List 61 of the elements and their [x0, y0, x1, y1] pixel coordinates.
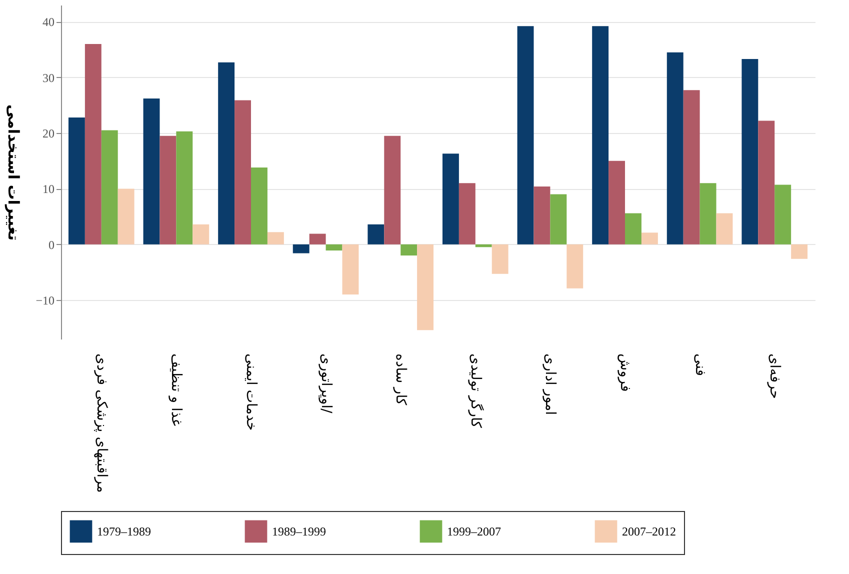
- x-tick-label: فروش: [617, 354, 634, 392]
- bar: [517, 26, 534, 244]
- bar: [592, 26, 609, 244]
- bar: [292, 244, 310, 254]
- bar: [625, 213, 642, 244]
- bar: [309, 234, 326, 244]
- bar: [267, 232, 284, 244]
- bar: [368, 224, 384, 244]
- legend-label: 1979–1989: [97, 524, 151, 538]
- x-tick-label: فنی: [692, 354, 708, 376]
- bar: [342, 244, 359, 294]
- x-tick-label: حرفه‌ای: [766, 354, 783, 399]
- bar: [550, 194, 567, 244]
- y-axis-title: تغییرات استخدامی: [4, 104, 23, 241]
- bar: [700, 183, 716, 244]
- y-tick-label: 30: [42, 70, 54, 85]
- bar: [250, 168, 268, 244]
- bar: [608, 160, 626, 244]
- y-tick-label: 0: [48, 238, 54, 252]
- bar: [475, 244, 492, 248]
- bar: [442, 154, 459, 244]
- bar: [326, 244, 342, 250]
- bar: [118, 188, 134, 244]
- bar: [101, 130, 118, 244]
- bar: [384, 136, 401, 244]
- bar: [758, 120, 775, 244]
- bar: [400, 244, 418, 256]
- bar: [143, 98, 160, 244]
- x-tick-label: کار ساده: [392, 354, 409, 406]
- bar: [417, 244, 434, 330]
- y-tick-label: 10: [42, 182, 54, 196]
- bar: [641, 232, 658, 244]
- bar: [176, 131, 193, 244]
- bar: [234, 100, 251, 244]
- bar: [774, 184, 792, 244]
- legend-label: 2007–2012: [622, 524, 676, 538]
- legend-label: 1989–1999: [272, 524, 326, 538]
- bar: [716, 213, 733, 244]
- bar: [160, 136, 176, 244]
- x-tick-label: خدمات ایمنی: [242, 354, 259, 431]
- bar: [68, 117, 85, 244]
- bar: [192, 224, 210, 244]
- bar: [84, 44, 102, 244]
- bar: [683, 90, 700, 244]
- x-tick-label: اوپراتوری/: [318, 354, 334, 414]
- y-tick-label: 40: [42, 15, 54, 30]
- bar: [666, 52, 684, 244]
- x-tick-label: مراقبتهای پزشکی فردی: [93, 354, 110, 493]
- bar: [492, 244, 508, 274]
- y-tick-label: 20: [42, 126, 54, 141]
- bar: [742, 58, 758, 244]
- legend-label: 1999–2007: [447, 524, 501, 538]
- x-tick-label: کارگر تولیدی: [467, 354, 484, 428]
- x-tick-label: امور اداری: [542, 354, 558, 416]
- bar: [534, 186, 550, 244]
- x-tick-label: غذا و تنظیف: [168, 354, 184, 426]
- y-tick-label: −10: [36, 294, 54, 308]
- bar: [791, 244, 808, 259]
- bar: [566, 244, 584, 288]
- bar: [218, 62, 235, 244]
- bar: [458, 183, 476, 244]
